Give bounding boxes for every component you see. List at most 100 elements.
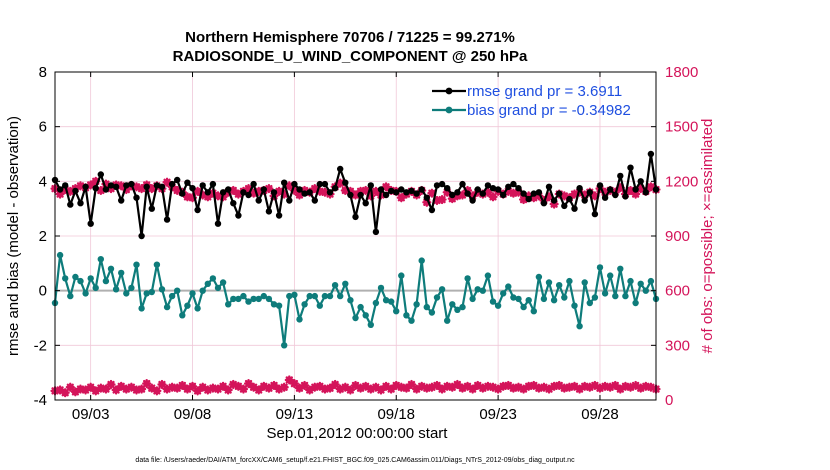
assimilated-marker	[361, 185, 371, 196]
assimilated-marker	[534, 191, 544, 201]
assimilated-marker	[208, 188, 218, 198]
rmse-point	[479, 190, 486, 197]
rmse-point	[632, 186, 639, 193]
bias-point	[168, 292, 176, 300]
rmse-point	[398, 186, 405, 193]
rmse-point	[433, 182, 441, 189]
rmse-point	[163, 216, 171, 223]
assimilated-marker	[182, 192, 193, 202]
assimilated-marker	[442, 187, 452, 197]
possible-marker	[208, 383, 218, 393]
possible-marker	[529, 380, 539, 391]
bias-point	[642, 287, 649, 294]
bias-point	[586, 299, 593, 307]
possible-marker	[539, 382, 549, 392]
rmse-point	[540, 200, 548, 207]
y-left-tick-label: 6	[39, 119, 47, 136]
rmse-point	[647, 150, 655, 158]
possible-marker	[498, 381, 508, 391]
possible-marker	[243, 379, 254, 389]
possible-marker	[518, 384, 529, 394]
rmse-point	[82, 183, 89, 190]
bias-point	[540, 295, 548, 303]
rmse-point	[489, 185, 497, 192]
bias-point	[204, 280, 211, 287]
rmse-point	[56, 186, 64, 193]
possible-marker	[340, 382, 350, 392]
bias-point	[444, 317, 451, 324]
assimilated-marker	[106, 184, 116, 194]
assimilated-marker	[284, 181, 294, 191]
bias-point	[627, 277, 634, 285]
bias-point	[393, 308, 400, 315]
rmse-point	[255, 197, 262, 204]
possible-marker	[264, 383, 274, 393]
rmse-point	[158, 183, 166, 190]
bias-point	[596, 264, 604, 271]
bias-point	[489, 298, 497, 305]
rmse-point	[214, 220, 222, 227]
assimilated-marker	[371, 186, 381, 196]
bias-point	[505, 283, 512, 290]
possible-marker	[213, 384, 223, 394]
y-left-tick-label: -2	[34, 337, 47, 354]
bias-point	[92, 284, 99, 292]
chart-title-line1: Northern Hemisphere 70706 / 71225 = 99.2…	[185, 29, 515, 46]
possible-marker	[488, 382, 498, 392]
assimilated-marker	[86, 180, 96, 190]
rmse-point	[612, 191, 619, 199]
bias-point	[357, 303, 364, 311]
bias-point	[556, 282, 563, 289]
possible-marker	[631, 380, 641, 391]
y-right-tick-label: 600	[665, 283, 690, 300]
bias-point	[143, 290, 150, 297]
rmse-point	[510, 180, 517, 188]
possible-marker	[432, 380, 442, 391]
assimilated-marker	[340, 185, 350, 196]
possible-marker	[228, 379, 238, 390]
possible-marker	[172, 383, 182, 393]
bias-point	[102, 277, 110, 285]
assimilated-marker	[508, 188, 518, 198]
bias-point	[214, 284, 222, 292]
possible-marker	[86, 382, 96, 392]
rmse-point	[561, 202, 568, 210]
rmse-point	[275, 212, 283, 219]
bias-point	[77, 277, 84, 285]
bias-point	[561, 294, 568, 301]
assimilated-marker	[600, 187, 610, 197]
possible-marker	[284, 375, 294, 385]
assimilated-marker	[432, 195, 442, 206]
possible-marker	[249, 382, 259, 392]
rmse-point	[627, 164, 634, 171]
possible-marker	[70, 387, 80, 397]
bias-point	[337, 292, 344, 300]
possible-marker	[549, 381, 559, 391]
bias-point	[454, 306, 461, 313]
bias-point	[235, 295, 242, 303]
possible-marker	[279, 382, 289, 392]
y-left-tick-label: -4	[34, 392, 47, 409]
rmse-point	[591, 210, 599, 218]
bias-point	[647, 277, 655, 285]
rmse-point	[67, 201, 74, 208]
possible-marker	[142, 379, 152, 389]
rmse-point	[556, 190, 563, 197]
assimilated-marker	[116, 181, 126, 191]
possible-marker	[106, 379, 116, 390]
rmse-point	[596, 182, 604, 189]
rmse-point	[61, 182, 69, 189]
possible-marker	[427, 382, 437, 392]
possible-marker	[636, 383, 646, 393]
possible-marker	[269, 380, 279, 391]
bias-point	[163, 303, 171, 311]
bias-point	[61, 275, 69, 282]
possible-marker	[60, 388, 70, 398]
y-right-tick-label: 1200	[665, 173, 698, 190]
rmse-point	[138, 232, 145, 240]
rmse-point	[377, 186, 385, 193]
bias-point	[245, 298, 252, 305]
rmse-point	[464, 190, 471, 197]
possible-marker	[605, 382, 615, 392]
